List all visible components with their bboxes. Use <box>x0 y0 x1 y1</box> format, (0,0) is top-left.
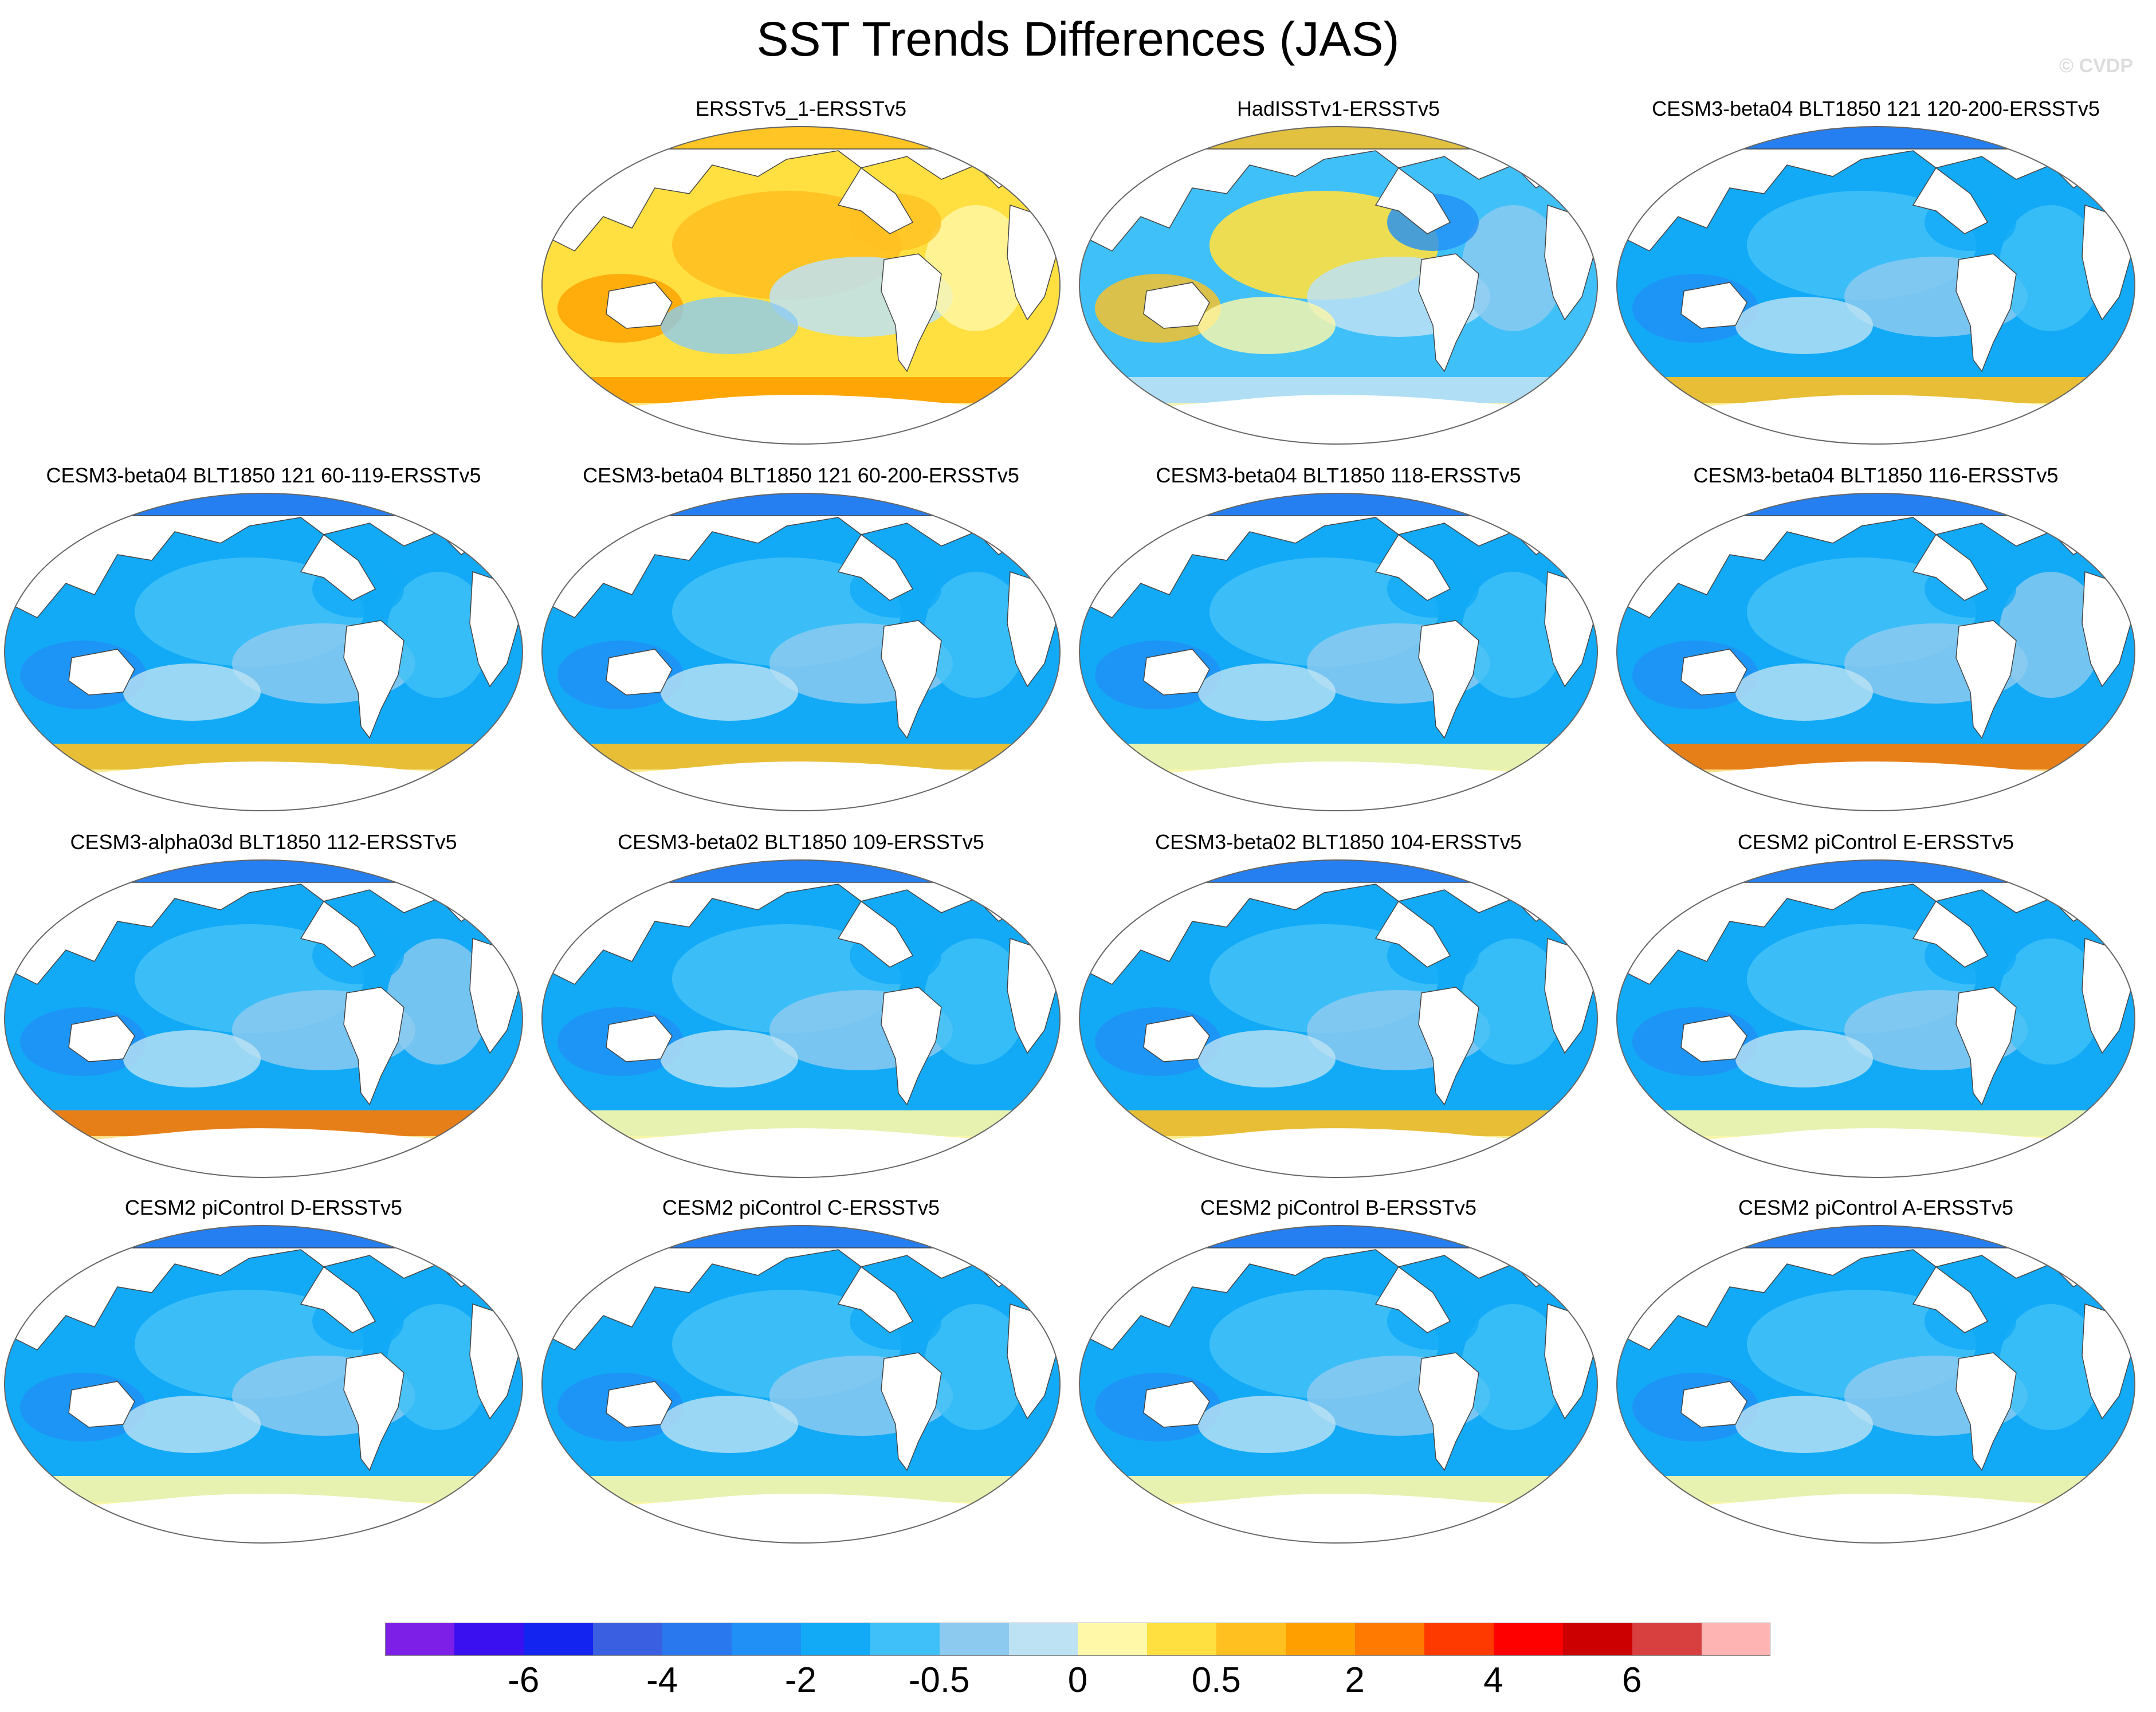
colorbar-swatch <box>870 1623 940 1656</box>
copyright-mark: © CVDP <box>2059 55 2133 77</box>
colorbar-swatch <box>1078 1623 1148 1656</box>
panel-title: CESM3-beta04 BLT1850 116-ERSSTv5 <box>1693 464 2059 487</box>
panel-title: CESM3-beta04 BLT1850 118-ERSSTv5 <box>1156 464 1521 487</box>
panel-title: CESM3-alpha03d BLT1850 112-ERSSTv5 <box>70 830 457 854</box>
colorbar-tick-label: -6 <box>508 1660 540 1700</box>
world-map <box>4 859 523 1178</box>
panel-title: CESM3-beta02 BLT1850 109-ERSSTv5 <box>618 830 984 854</box>
map-panel: CESM3-beta04 BLT1850 118-ERSSTv5 <box>1075 463 1602 818</box>
colorbar-border <box>385 1623 1770 1656</box>
panel-title: CESM2 piControl A-ERSSTv5 <box>1738 1196 2014 1219</box>
map-panel: CESM3-alpha03d BLT1850 112-ERSSTv5 <box>0 830 527 1185</box>
colorbar-swatch <box>385 1623 455 1656</box>
map-panel: CESM3-beta04 BLT1850 121 60-200-ERSSTv5 <box>537 463 1065 818</box>
map-panel: HadISSTv1-ERSSTv5 <box>1075 96 1602 451</box>
colorbar-tick-label: -2 <box>784 1660 816 1700</box>
figure-title: SST Trends Differences (JAS) <box>756 12 1400 66</box>
colorbar-swatch <box>800 1623 870 1656</box>
world-map <box>1079 126 1598 445</box>
panel-title: CESM3-beta04 BLT1850 121 120-200-ERSSTv5 <box>1652 97 2100 120</box>
colorbar-tick-label: -0.5 <box>908 1660 970 1700</box>
colorbar-swatch <box>939 1623 1009 1656</box>
map-panel: CESM3-beta02 BLT1850 104-ERSSTv5 <box>1075 830 1602 1185</box>
world-map <box>1079 493 1598 811</box>
colorbar-swatch <box>1632 1623 1702 1656</box>
panel-title: CESM2 piControl B-ERSSTv5 <box>1200 1196 1477 1219</box>
world-map <box>1079 1225 1598 1544</box>
panel-title: CESM2 piControl C-ERSSTv5 <box>662 1196 940 1219</box>
panel-title: CESM3-beta04 BLT1850 121 60-200-ERSSTv5 <box>583 464 1019 487</box>
colorbar-swatch <box>1008 1623 1078 1656</box>
colorbar-swatch <box>1354 1623 1424 1656</box>
colorbar-swatch <box>662 1623 732 1656</box>
colorbar-swatch <box>1424 1623 1494 1656</box>
world-map <box>4 1225 523 1544</box>
world-map <box>4 493 523 811</box>
world-map <box>541 859 1061 1178</box>
colorbar-swatch <box>1701 1623 1771 1656</box>
map-panel: CESM2 piControl C-ERSSTv5 <box>537 1195 1065 1550</box>
colorbar-swatch <box>731 1623 801 1656</box>
colorbar-swatch <box>1562 1623 1632 1656</box>
colorbar-swatch <box>592 1623 663 1656</box>
map-panel: CESM3-beta02 BLT1850 109-ERSSTv5 <box>537 830 1065 1185</box>
colorbar-tick-label: 6 <box>1621 1660 1642 1700</box>
colorbar-tick-label: -4 <box>646 1660 678 1700</box>
map-panel: ERSSTv5_1-ERSSTv5 <box>537 96 1065 451</box>
colorbar-tick-label: 0 <box>1067 1660 1088 1700</box>
colorbar-swatch <box>1146 1623 1217 1656</box>
colorbar-swatch <box>1493 1623 1563 1656</box>
map-panel: CESM2 piControl B-ERSSTv5 <box>1075 1195 1602 1550</box>
map-panel: CESM2 piControl A-ERSSTv5 <box>1612 1195 2139 1550</box>
world-map <box>1616 859 2135 1178</box>
map-panel: CESM2 piControl D-ERSSTv5 <box>0 1195 527 1550</box>
world-map <box>541 126 1061 445</box>
panel-title: CESM2 piControl D-ERSSTv5 <box>124 1196 403 1219</box>
world-map <box>541 1225 1061 1544</box>
map-panel: CESM3-beta04 BLT1850 121 60-119-ERSSTv5 <box>0 463 527 818</box>
colorbar-swatch <box>454 1623 524 1656</box>
panel-title: ERSSTv5_1-ERSSTv5 <box>695 97 907 120</box>
panel-title: CESM2 piControl E-ERSSTv5 <box>1737 830 2014 854</box>
world-map <box>1616 126 2135 445</box>
colorbar-tick-label: 2 <box>1345 1660 1365 1700</box>
colorbar-tick-label: 4 <box>1483 1660 1503 1700</box>
map-panel: CESM3-beta04 BLT1850 116-ERSSTv5 <box>1612 463 2139 818</box>
colorbar-swatch <box>1216 1623 1286 1656</box>
world-map <box>1616 493 2135 811</box>
map-panel: CESM2 piControl E-ERSSTv5 <box>1612 830 2139 1185</box>
panel-title: CESM3-beta02 BLT1850 104-ERSSTv5 <box>1155 830 1522 854</box>
world-map <box>1079 859 1598 1178</box>
colorbar-swatch <box>1285 1623 1356 1656</box>
panel-title: CESM3-beta04 BLT1850 121 60-119-ERSSTv5 <box>46 464 481 487</box>
world-map <box>1616 1225 2135 1544</box>
map-panel: CESM3-beta04 BLT1850 121 120-200-ERSSTv5 <box>1612 96 2139 451</box>
colorbar-tick-label: 0.5 <box>1191 1660 1241 1700</box>
colorbar-swatch <box>523 1623 594 1656</box>
colorbar <box>385 1623 1771 1656</box>
panel-title: HadISSTv1-ERSSTv5 <box>1236 97 1440 120</box>
world-map <box>541 493 1061 811</box>
